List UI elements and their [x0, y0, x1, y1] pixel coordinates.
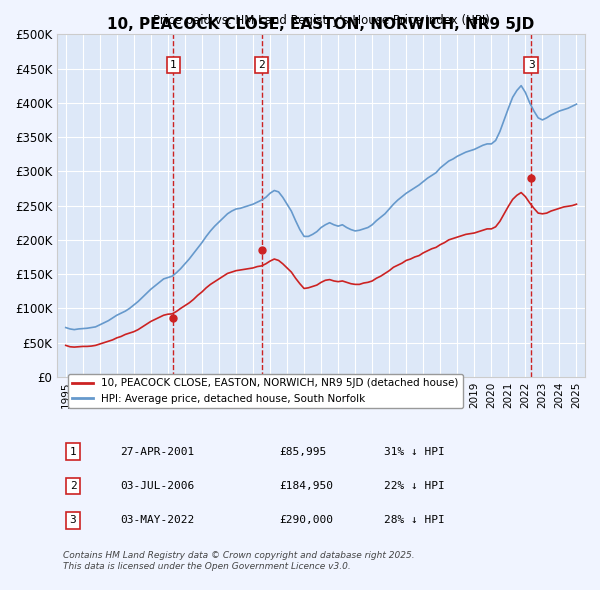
- Text: 2: 2: [258, 60, 265, 70]
- Text: 2: 2: [70, 481, 76, 491]
- Text: 31% ↓ HPI: 31% ↓ HPI: [385, 447, 445, 457]
- Title: 10, PEACOCK CLOSE, EASTON, NORWICH, NR9 5JD: 10, PEACOCK CLOSE, EASTON, NORWICH, NR9 …: [107, 17, 535, 32]
- Text: £184,950: £184,950: [279, 481, 333, 491]
- Text: £85,995: £85,995: [279, 447, 326, 457]
- Text: 1: 1: [70, 447, 76, 457]
- Text: 3: 3: [528, 60, 535, 70]
- Text: 03-JUL-2006: 03-JUL-2006: [121, 481, 195, 491]
- Text: 3: 3: [70, 515, 76, 525]
- Text: 03-MAY-2022: 03-MAY-2022: [121, 515, 195, 525]
- Text: Price paid vs. HM Land Registry's House Price Index (HPI): Price paid vs. HM Land Registry's House …: [152, 14, 490, 27]
- Text: 27-APR-2001: 27-APR-2001: [121, 447, 195, 457]
- Text: Contains HM Land Registry data © Crown copyright and database right 2025.
This d: Contains HM Land Registry data © Crown c…: [62, 551, 414, 571]
- Legend: 10, PEACOCK CLOSE, EASTON, NORWICH, NR9 5JD (detached house), HPI: Average price: 10, PEACOCK CLOSE, EASTON, NORWICH, NR9 …: [68, 374, 463, 408]
- Text: £290,000: £290,000: [279, 515, 333, 525]
- Text: 22% ↓ HPI: 22% ↓ HPI: [385, 481, 445, 491]
- Text: 1: 1: [170, 60, 177, 70]
- Text: 28% ↓ HPI: 28% ↓ HPI: [385, 515, 445, 525]
